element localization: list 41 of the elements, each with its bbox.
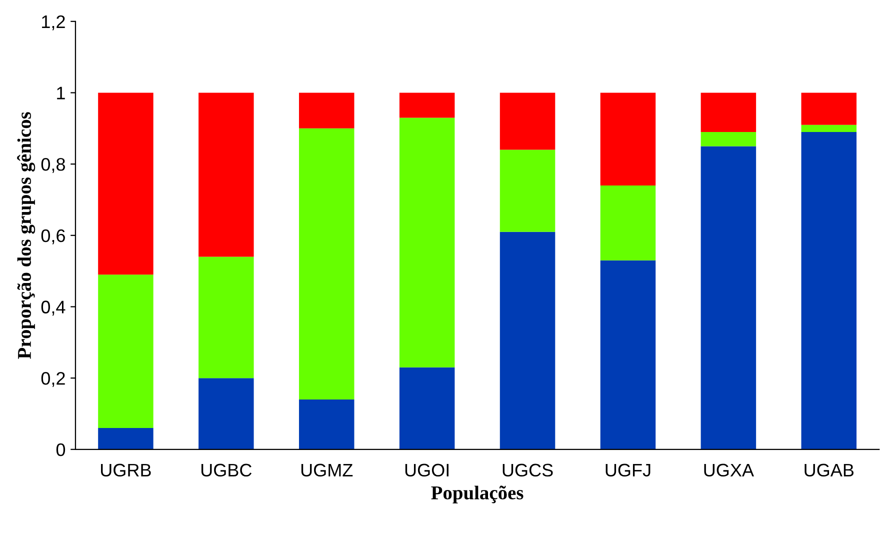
y-tick-label: 1 — [57, 86, 65, 100]
x-axis-title: Populações — [431, 486, 524, 504]
y-tick-label: 1,2 — [42, 15, 65, 30]
x-tick-label: UGRB — [101, 464, 151, 477]
bar — [600, 260, 656, 450]
bar — [399, 118, 455, 368]
bar — [801, 92, 857, 125]
y-tick-label: 0,2 — [41, 372, 65, 387]
bar — [700, 132, 756, 146]
y-tick-label: 0,8 — [41, 158, 65, 173]
bar — [600, 185, 656, 260]
x-tick-label: UGAB — [804, 464, 854, 477]
bar — [399, 367, 455, 450]
bar — [198, 92, 254, 257]
x-tick-label: UGXA — [704, 464, 754, 477]
bar — [700, 92, 756, 132]
bar — [198, 256, 254, 378]
y-tick-label: 0,6 — [41, 229, 65, 244]
bar — [98, 92, 154, 275]
bar — [399, 92, 455, 118]
x-tick-label: UGFJ — [606, 464, 650, 477]
bar — [298, 399, 354, 450]
y-tick-label: 0 — [56, 443, 66, 456]
x-tick-label: UGBC — [201, 464, 252, 477]
y-axis-title: Proporção dos grupos gênicos — [17, 112, 36, 359]
x-tick-label: UGOI — [405, 464, 448, 477]
bar — [298, 128, 354, 400]
bar — [500, 150, 556, 232]
bar — [700, 146, 756, 450]
x-tick-label: UGCS — [502, 464, 553, 477]
bar — [801, 124, 857, 132]
bar — [298, 92, 354, 128]
bar — [98, 428, 154, 450]
bar — [500, 232, 556, 450]
y-tick-label: 0,4 — [41, 300, 66, 316]
bar — [98, 274, 154, 428]
bar — [801, 132, 857, 450]
bar — [600, 92, 656, 186]
bar — [500, 92, 556, 150]
x-tick-label: UGMZ — [301, 464, 353, 477]
bar — [198, 378, 254, 450]
